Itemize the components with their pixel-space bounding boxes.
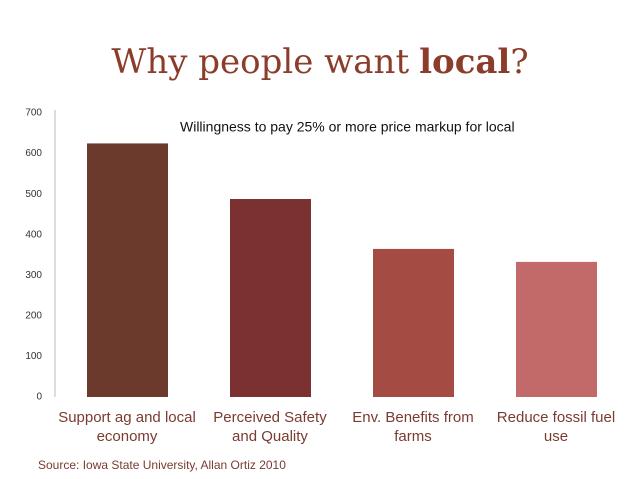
y-tick-label: 200 (25, 310, 42, 321)
x-tick-label: Support ag and local economy (58, 409, 196, 445)
annotation: Willingness to pay 25% or more price mar… (180, 119, 515, 135)
title-suffix: ? (510, 42, 528, 82)
y-tick-label: 0 (36, 392, 42, 403)
x-tick-label: Env. Benefits from farms (352, 409, 474, 445)
title-prefix: Why people want (111, 42, 409, 82)
bar (87, 143, 168, 397)
bar (230, 199, 311, 397)
y-tick-label: 300 (25, 270, 42, 281)
x-tick-label: Reduce fossil fuel use (496, 409, 616, 445)
title-emphasis: local (419, 42, 510, 82)
y-tick-label: 700 (25, 108, 42, 119)
y-tick-label: 600 (25, 148, 42, 159)
y-tick-label: 400 (25, 229, 42, 240)
bar (516, 261, 597, 397)
source: Source: Iowa State University, Allan Ort… (38, 458, 286, 472)
y-tick-label: 100 (25, 351, 42, 362)
x-tick-label: Perceived Safety and Quality (213, 409, 327, 445)
y-tick-label: 500 (25, 189, 42, 200)
chart-title: Why people want local? (111, 42, 528, 82)
bar (373, 248, 454, 397)
